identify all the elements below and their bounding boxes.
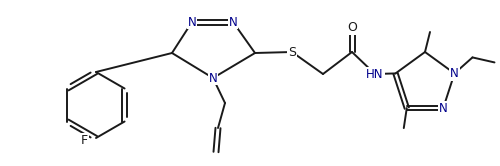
Text: N: N: [188, 15, 196, 29]
Text: N: N: [439, 102, 448, 115]
Text: N: N: [228, 15, 237, 29]
Text: S: S: [288, 45, 296, 58]
Text: N: N: [208, 72, 218, 84]
Text: F: F: [81, 133, 88, 147]
Text: HN: HN: [366, 68, 384, 81]
Text: N: N: [450, 67, 459, 80]
Text: O: O: [347, 20, 357, 34]
